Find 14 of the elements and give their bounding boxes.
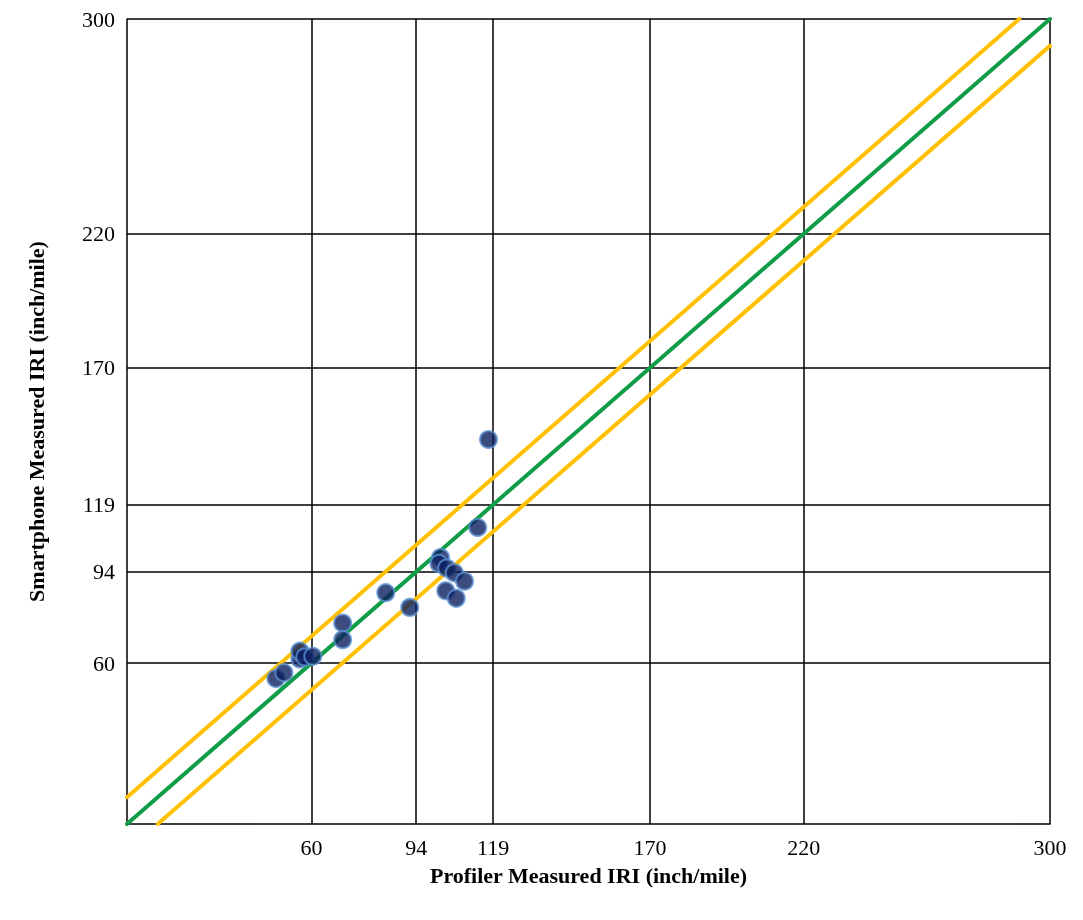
x-tick-label: 220: [787, 834, 821, 860]
y-tick-label: 60: [93, 650, 115, 676]
y-tick-label: 119: [82, 492, 115, 518]
y-axis-title: Smartphone Measured IRI (inch/mile): [23, 241, 49, 602]
x-tick-label: 60: [300, 834, 323, 860]
x-tick-label: 119: [477, 834, 510, 860]
x-tick-label: 300: [1033, 834, 1067, 860]
y-tick-label: 300: [82, 6, 115, 32]
y-tick-label: 220: [82, 221, 115, 247]
x-tick-label: 94: [405, 834, 428, 860]
x-tick-label: 170: [633, 834, 667, 860]
y-tick-label: 94: [93, 559, 115, 585]
x-axis-title: Profiler Measured IRI (inch/mile): [429, 862, 748, 888]
y-tick-label: 170: [82, 355, 115, 381]
